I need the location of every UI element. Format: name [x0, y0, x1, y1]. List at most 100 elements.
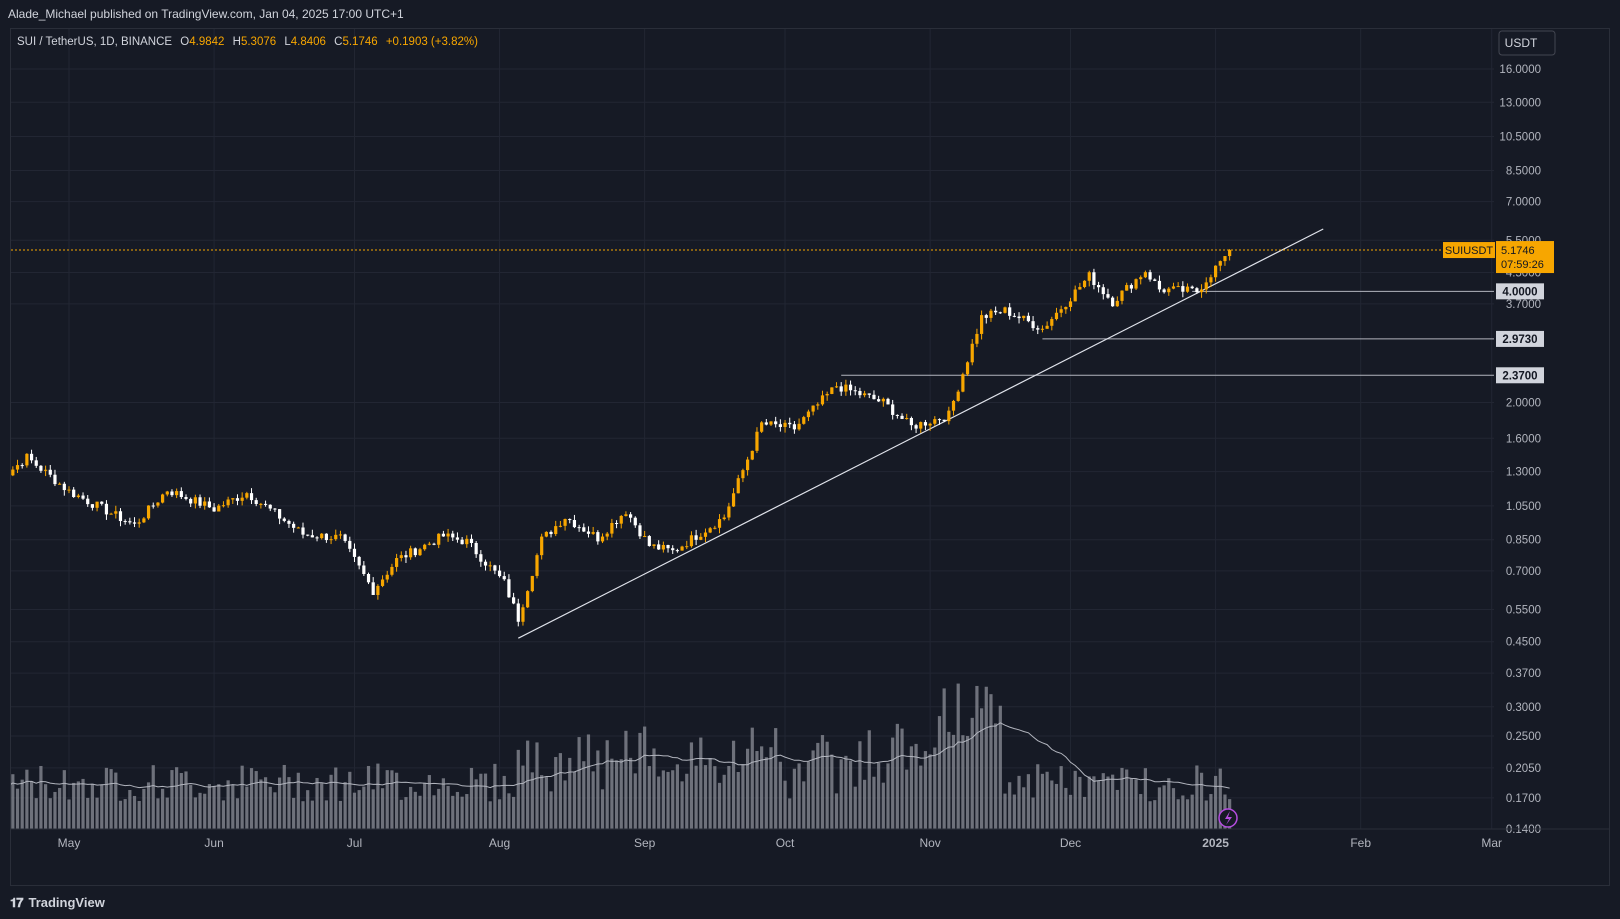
volume-bar — [516, 749, 520, 829]
candle-body — [362, 565, 366, 575]
symbol-legend[interactable]: SUI / TetherUS, 1D, BINANCE O4.9842 H5.3… — [17, 36, 478, 48]
volume-bar — [1125, 769, 1129, 829]
candle-body — [25, 453, 29, 466]
volume-bar — [769, 747, 773, 829]
candle-body — [123, 521, 127, 523]
candle-body — [764, 422, 768, 425]
candle-body — [783, 422, 787, 427]
volume-bar — [273, 792, 277, 829]
candle-body — [998, 312, 1002, 314]
tradingview-brand[interactable]: 𝟏𝟕 TradingView — [10, 886, 105, 919]
legend-low-label: L — [284, 36, 291, 48]
volume-bar — [29, 781, 34, 829]
candle-body — [11, 469, 15, 476]
candle-body — [526, 591, 530, 608]
volume-bar — [572, 771, 577, 829]
volume-bar — [217, 784, 221, 829]
volume-bar — [301, 801, 305, 829]
volume-bar — [858, 741, 862, 829]
volume-bar — [235, 798, 240, 829]
volume-bar — [909, 746, 913, 829]
volume-bar — [919, 765, 923, 829]
candle-body — [90, 504, 94, 508]
volume-bar — [891, 737, 895, 829]
volume-bar — [703, 765, 708, 829]
candle-body — [638, 525, 642, 537]
lightning-icon[interactable] — [1218, 808, 1238, 828]
candle-body — [189, 498, 193, 504]
candle-body — [816, 404, 820, 406]
price-tick-label: 1.0500 — [1506, 501, 1541, 513]
volume-bar — [423, 782, 427, 829]
candle-body — [1228, 250, 1232, 257]
chart-frame[interactable]: 16.000013.000010.50008.50007.00005.50004… — [0, 28, 1610, 886]
volume-bar — [577, 737, 581, 829]
volume-bar — [834, 793, 839, 829]
trendline[interactable] — [518, 228, 1324, 639]
candle-body — [703, 532, 708, 537]
volume-bar — [675, 764, 679, 829]
price-chart[interactable]: 16.000013.000010.50008.50007.00005.50004… — [0, 29, 1609, 885]
volume-bar — [137, 800, 141, 829]
candle-body — [1003, 307, 1007, 313]
candle-body — [582, 527, 586, 532]
candle-body — [207, 501, 211, 508]
candle-body — [951, 400, 956, 411]
volume-bar — [114, 772, 118, 829]
candle-body — [1040, 328, 1045, 330]
volume-bar — [1120, 767, 1124, 829]
price-tick-label: 0.3700 — [1506, 668, 1541, 680]
volume-bar — [905, 769, 909, 829]
level-label-box — [1496, 283, 1544, 300]
candle-body — [591, 532, 595, 534]
candle-body — [114, 511, 118, 514]
currency-button[interactable]: USDT — [1498, 30, 1556, 56]
time-tick-label: Jul — [347, 836, 362, 850]
volume-bar — [249, 768, 254, 829]
candle-body — [399, 555, 403, 559]
candle-body — [259, 503, 263, 505]
candle-body — [844, 384, 848, 392]
candle-body — [961, 374, 965, 392]
time-tick-label: Sep — [634, 836, 656, 850]
candle-body — [132, 522, 137, 524]
candle-body — [750, 450, 754, 460]
candle-body — [858, 391, 862, 396]
candle-body — [629, 514, 633, 518]
candle-body — [86, 498, 90, 505]
volume-bar — [530, 772, 534, 829]
candle-body — [746, 459, 750, 471]
candle-body — [942, 419, 946, 422]
volume-bar — [151, 765, 155, 829]
volume-bar — [226, 780, 230, 829]
candle-body — [881, 398, 885, 402]
volume-bar — [619, 759, 623, 829]
candle-body — [713, 527, 717, 529]
volume-bar — [1148, 801, 1152, 829]
candle-body — [909, 418, 913, 426]
price-tick-label: 0.1400 — [1506, 824, 1541, 836]
volume-bar — [671, 770, 675, 829]
volume-bar — [989, 694, 993, 829]
candle-body — [577, 527, 581, 529]
candle-body — [540, 536, 544, 556]
volume-bar — [717, 782, 722, 829]
volume-bar — [170, 770, 174, 829]
candle-body — [161, 494, 165, 503]
current-price-value: 5.1746 — [1501, 245, 1535, 257]
volume-bar — [788, 798, 792, 829]
candle-body — [755, 431, 759, 451]
publisher-bar: Alade_Michael published on TradingView.c… — [0, 0, 1620, 28]
candle-body — [497, 570, 502, 577]
volume-bar — [245, 786, 249, 829]
candle-body — [1045, 325, 1049, 329]
candle-body — [731, 493, 736, 507]
volume-bar — [132, 795, 137, 829]
price-axis[interactable] — [1494, 29, 1609, 885]
volume-bar — [741, 764, 745, 829]
legend-symbol: SUI / TetherUS, 1D, BINANCE — [17, 36, 172, 48]
price-tick-label: 0.3000 — [1506, 702, 1541, 714]
candle-body — [1157, 280, 1162, 290]
candle-body — [778, 424, 782, 427]
time-axis[interactable] — [11, 829, 1494, 885]
